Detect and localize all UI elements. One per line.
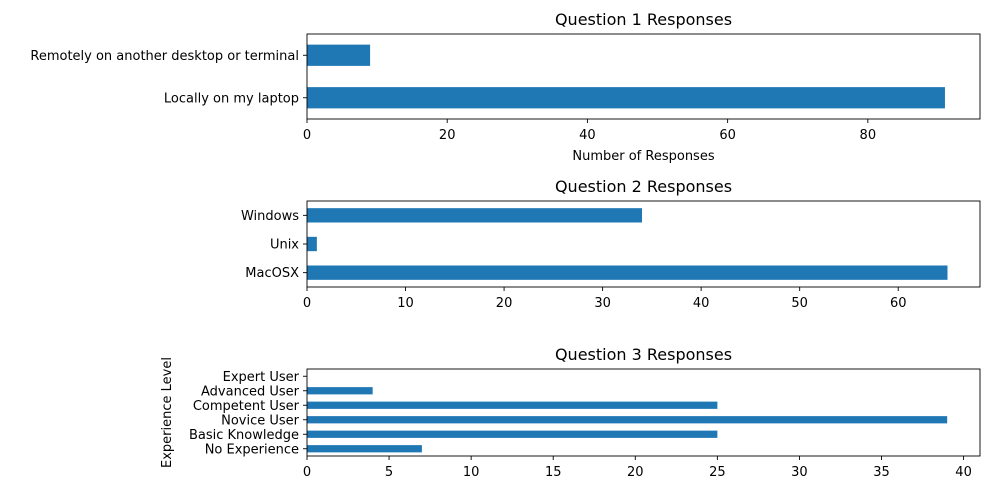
x-tick-label: 30: [594, 296, 611, 311]
x-axis-label: Number of Responses: [572, 149, 714, 164]
y-tick-label: Locally on my laptop: [164, 91, 299, 106]
x-tick-label: 20: [439, 128, 456, 143]
y-tick-label: Expert User: [223, 370, 300, 385]
y-tick-label: No Experience: [205, 442, 299, 457]
plot-frame: [306, 33, 981, 120]
bar: [307, 416, 948, 424]
y-tick-label: MacOSX: [245, 266, 299, 281]
y-tick-label: Basic Knowledge: [189, 428, 299, 443]
chart-2: MacOSX Unix Windows 0 10 20 30 40 50 60 Question 2…: [241, 177, 981, 311]
x-tick-label: 0: [303, 465, 311, 480]
y-tick-label: Novice User: [221, 413, 300, 428]
y-tick-label: Remotely on another desktop or terminal: [30, 49, 299, 64]
bar: [307, 401, 718, 409]
y-axis-label: Experience Level: [160, 357, 175, 468]
x-tick-label: 25: [709, 465, 726, 480]
x-tick-label: 40: [955, 465, 972, 480]
x-tick-label: 10: [397, 296, 414, 311]
x-tick-label: 20: [627, 465, 644, 480]
x-tick-label: 40: [579, 128, 596, 143]
x-tick-label: 40: [693, 296, 710, 311]
y-tick-label: Windows: [241, 209, 299, 224]
x-tick-label: 10: [463, 465, 480, 480]
x-tick-label: 0: [303, 128, 311, 143]
x-tick-label: 50: [791, 296, 808, 311]
bar: [307, 430, 718, 438]
bar: [307, 44, 371, 66]
bar: [307, 208, 643, 223]
x-tick-label: 0: [303, 296, 311, 311]
y-tick-label: Unix: [270, 238, 299, 253]
bar: [307, 445, 422, 453]
x-tick-label: 20: [496, 296, 513, 311]
plot-frame: [306, 368, 981, 457]
bar: [307, 265, 948, 280]
chart-title: Question 2 Responses: [555, 177, 732, 196]
chart-title: Question 1 Responses: [555, 10, 732, 29]
chart-title: Question 3 Responses: [555, 345, 732, 364]
bar: [307, 236, 317, 252]
chart-1: Locally on my laptop Remotely on another …: [30, 10, 981, 164]
x-tick-label: 35: [873, 465, 890, 480]
x-tick-label: 60: [890, 296, 907, 311]
bar: [307, 387, 373, 395]
y-tick-label: Competent User: [193, 399, 300, 414]
x-tick-label: 80: [860, 128, 877, 143]
x-tick-label: 5: [385, 465, 393, 480]
y-tick-label: Advanced User: [201, 384, 300, 399]
x-tick-label: 15: [545, 465, 562, 480]
x-tick-label: 60: [719, 128, 736, 143]
x-tick-label: 30: [791, 465, 808, 480]
bar: [307, 87, 945, 109]
